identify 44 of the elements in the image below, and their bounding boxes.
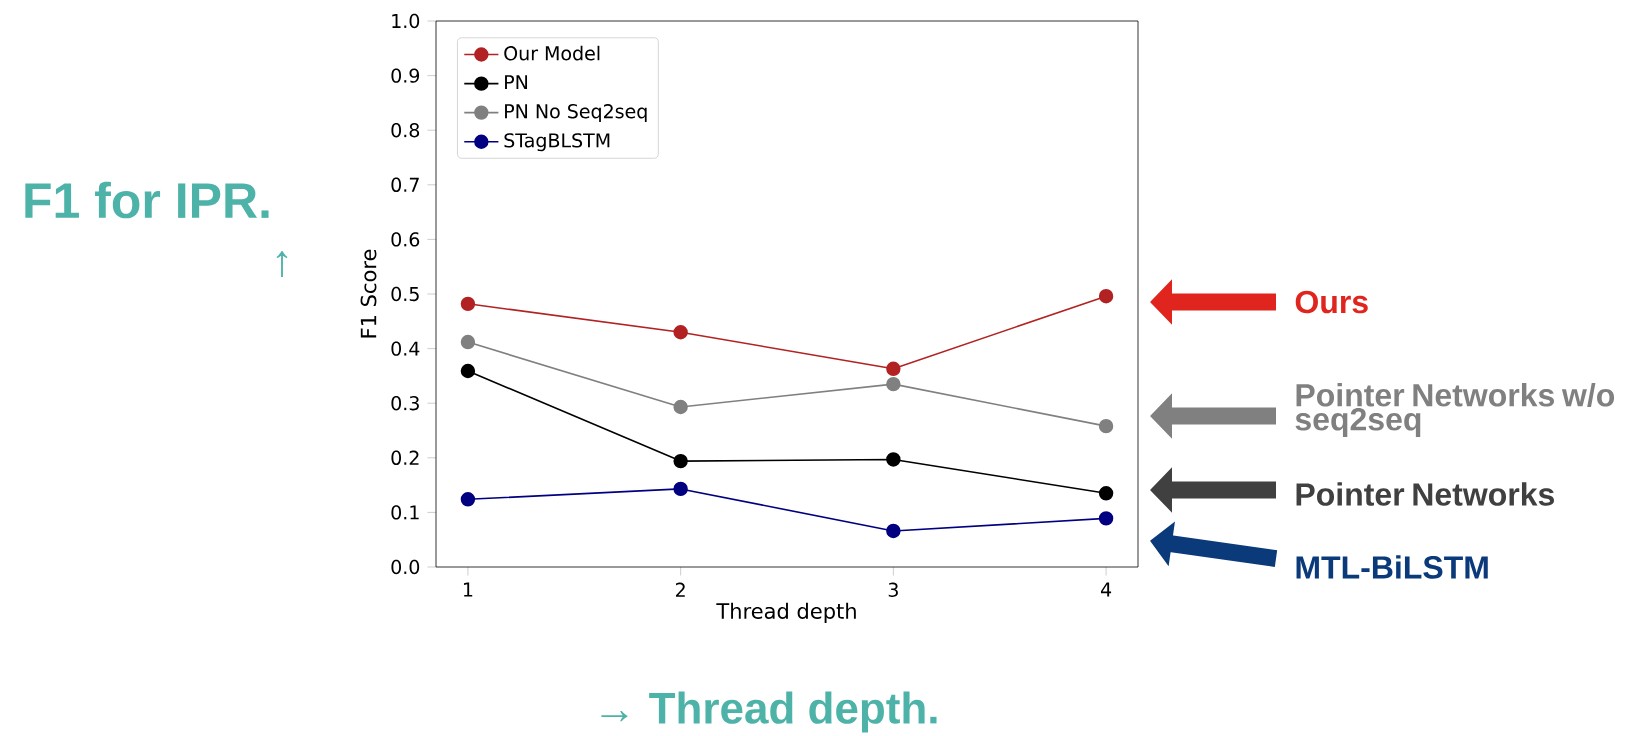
y-tick-label: 0.4 [391, 341, 420, 356]
text: ↑ [276, 250, 288, 278]
x-tick-label: 2 [675, 582, 685, 597]
y-tick-label: 0.5 [391, 286, 419, 302]
text: Ours [1295, 290, 1368, 314]
y-tick-label: 1.0 [392, 13, 420, 29]
x-tick-label: 4 [1100, 582, 1112, 597]
text: Pointer Networks w/o seq2seq [1295, 383, 1615, 437]
x-axis-title: Thread depth [716, 602, 856, 624]
point [673, 399, 688, 415]
y-tick-label: 0.6 [391, 232, 420, 247]
point [673, 481, 688, 497]
text: Pointer Networks [1296, 482, 1554, 506]
point [886, 361, 901, 376]
point [460, 363, 476, 379]
legend-label: Our Model [504, 45, 600, 61]
y-axis-title: F1 Score [360, 249, 377, 338]
x-tick-label: 3 [888, 582, 898, 597]
point [1098, 418, 1114, 434]
point [1098, 288, 1114, 304]
y-tick-label: 0.7 [391, 177, 419, 192]
point [460, 296, 476, 312]
point [460, 492, 476, 507]
legend-label: PN No Seq2seq [505, 104, 647, 123]
y-tick-label: 0.8 [391, 123, 420, 138]
point [886, 523, 901, 539]
text: → Thread depth. [601, 691, 937, 733]
legend-label: PN [505, 75, 528, 90]
point [886, 376, 901, 392]
y-tick-label: 0.2 [391, 450, 419, 465]
point [673, 325, 688, 340]
y-tick-label: 0.0 [391, 559, 420, 575]
point [673, 453, 688, 469]
text: MTL-BiLSTM [1296, 555, 1488, 579]
point [886, 452, 901, 467]
y-tick-label: 0.3 [391, 396, 419, 411]
text: F1 for IPR. [25, 181, 269, 219]
y-tick-label: 0.1 [391, 505, 419, 520]
point [1098, 486, 1114, 501]
x-tick-label: 1 [463, 582, 473, 597]
legend-label: STagBLSTM [504, 133, 610, 152]
point [1098, 511, 1114, 526]
y-tick-label: 0.9 [391, 68, 420, 83]
point [460, 334, 476, 350]
